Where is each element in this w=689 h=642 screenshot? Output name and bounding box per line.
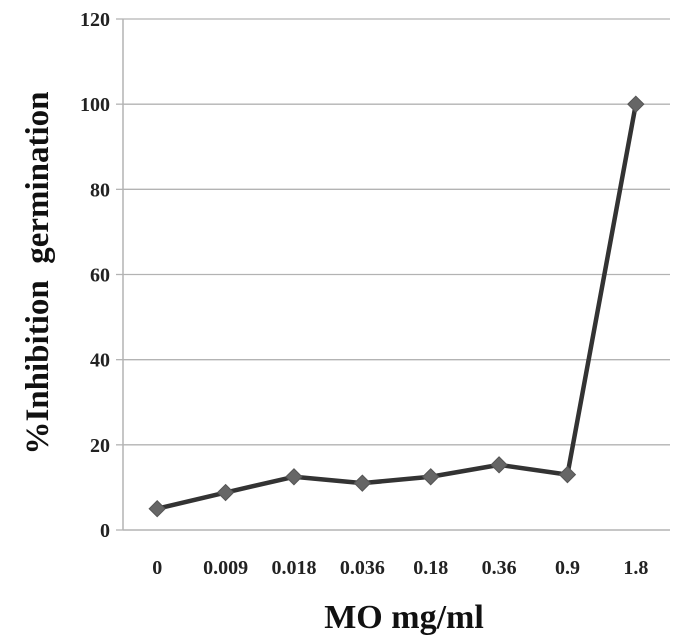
axes	[116, 18, 670, 531]
data-point-0.36	[490, 456, 508, 474]
x-tick-label: 0.009	[203, 557, 248, 579]
data-point-0.9	[558, 465, 577, 484]
y-tick-label: 100	[80, 94, 110, 116]
x-tick-label: 0.9	[555, 557, 580, 579]
y-tick-label: 0	[100, 520, 110, 542]
data-point-0.18	[421, 468, 440, 486]
y-tick-label: 80	[90, 179, 110, 201]
x-tick-labels: 0 0.009 0.018 0.036 0.18 0.36 0.9 1.8	[152, 557, 648, 579]
x-tick-label: 0.36	[482, 557, 517, 579]
y-axis-title: %Inhibition germination	[20, 91, 56, 454]
x-tick-label: 1.8	[623, 557, 648, 579]
y-tick-label: 60	[90, 265, 110, 287]
series-line	[154, 101, 639, 511]
x-tick-label: 0.018	[271, 557, 316, 579]
y-tick-label: 20	[90, 435, 110, 457]
data-point-0	[148, 500, 166, 518]
y-tick-label: 40	[90, 350, 110, 372]
data-point-0.018	[285, 468, 303, 486]
x-tick-label: 0.18	[413, 557, 448, 579]
y-tick-label: 120	[80, 9, 110, 31]
gridlines	[123, 18, 670, 446]
x-axis-title: MO mg/ml	[324, 599, 484, 636]
x-tick-label: 0.036	[340, 557, 385, 579]
data-point-0.036	[353, 474, 372, 492]
series-inhibition	[148, 95, 645, 518]
x-tick-label: 0	[152, 557, 162, 579]
data-point-1.8	[627, 95, 645, 113]
y-tick-labels: 0 20 40 60 80 100 120	[80, 9, 110, 542]
data-point-0.009	[216, 483, 235, 502]
